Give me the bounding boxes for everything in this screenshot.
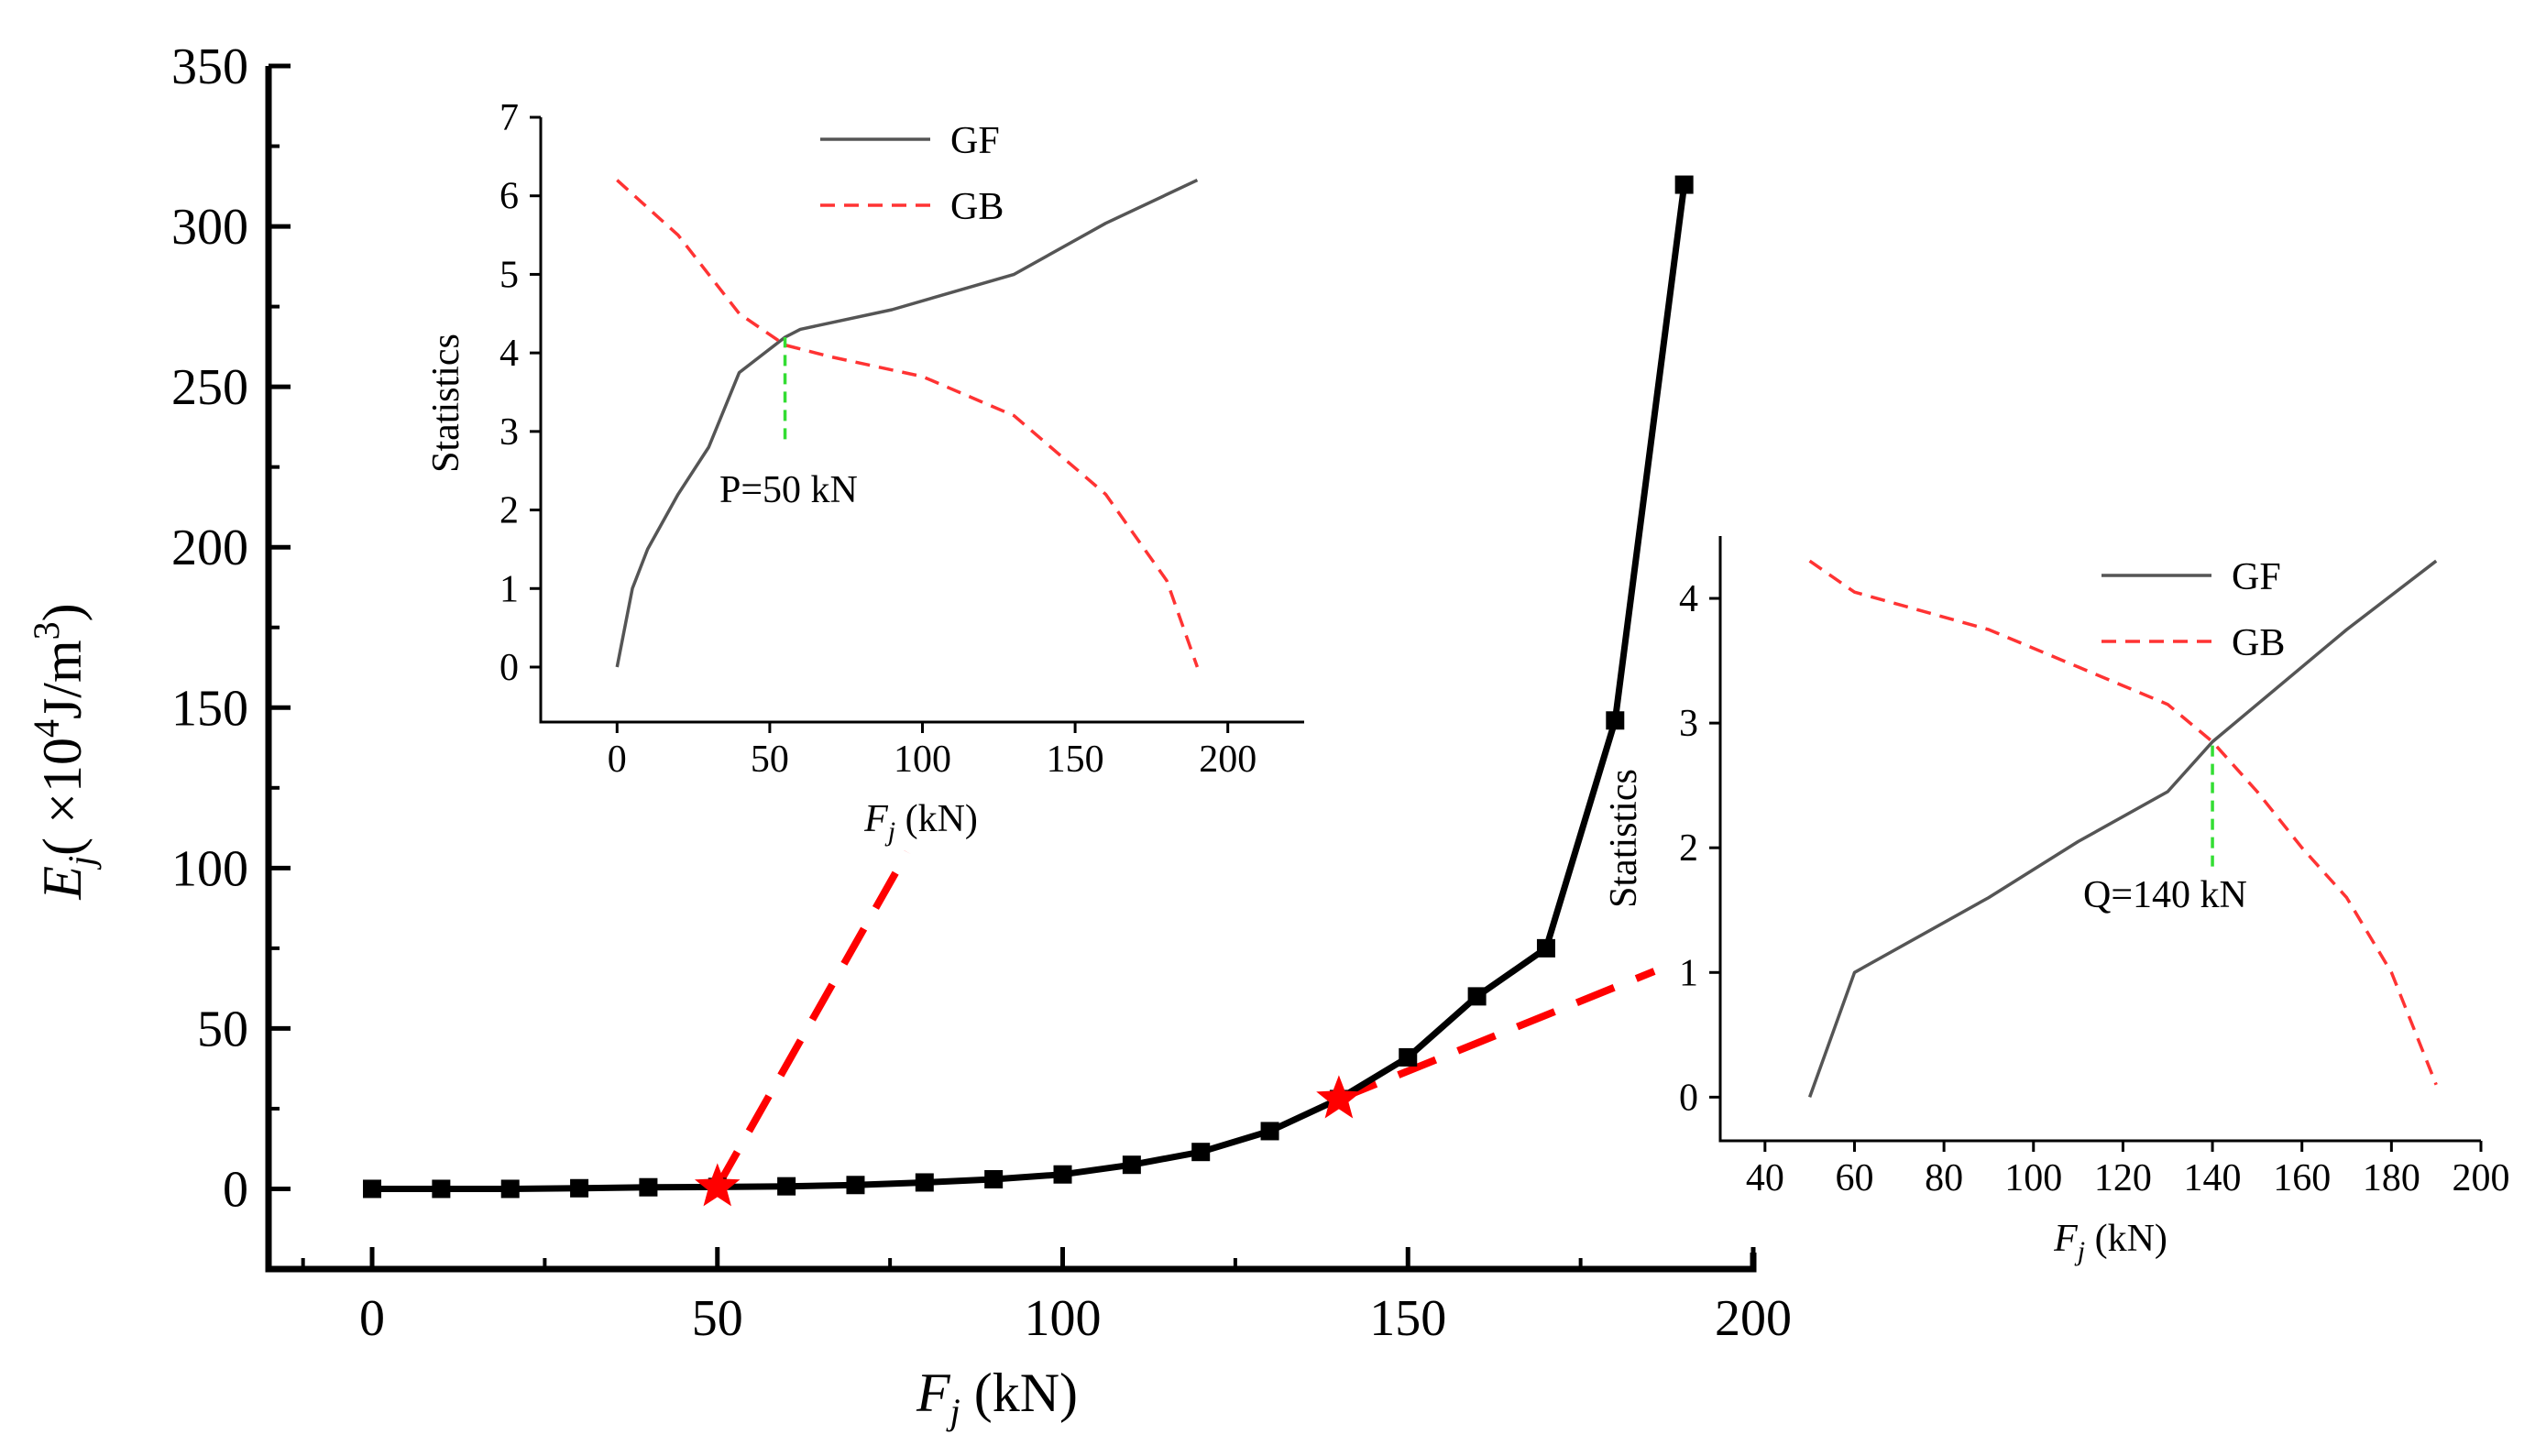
- main-data-point: [1191, 1143, 1211, 1162]
- main-x-tick-label: 200: [1715, 1290, 1792, 1347]
- main-y-tick-label: 250: [171, 359, 248, 416]
- inset-q-x-tick-label: 180: [2363, 1157, 2420, 1199]
- main-axes: [265, 66, 1757, 1273]
- main-x-tick-label: 150: [1369, 1290, 1446, 1347]
- inset-q-y-axis-title: Statistics: [1603, 769, 1645, 908]
- connector-line-p: [714, 850, 911, 1189]
- inset-p-y-tick-label: 7: [499, 97, 519, 139]
- inset-q-axes: [1718, 536, 2481, 1143]
- main-y-tick-label: 350: [171, 38, 248, 95]
- inset-p-series-gb: [616, 179, 1200, 668]
- inset-q-y-tick-label: 0: [1679, 1077, 1698, 1119]
- inset-p-legend-label-gf: GF: [950, 120, 1000, 162]
- main-data-point: [1399, 1047, 1418, 1067]
- main-data-point: [1053, 1165, 1072, 1184]
- main-y-tick-label: 0: [223, 1161, 248, 1218]
- main-y-tick-label: 100: [171, 840, 248, 897]
- main-data-point: [1260, 1122, 1279, 1141]
- inset-p-y-tick-label: 5: [499, 254, 519, 296]
- inset-p-x-tick-label: 100: [894, 739, 951, 781]
- main-y-tick-label: 200: [171, 520, 248, 576]
- inset-q-x-tick-label: 200: [2453, 1157, 2510, 1199]
- star-marker-q: [1316, 1075, 1362, 1119]
- inset-p-y-tick-label: 0: [499, 647, 519, 689]
- main-data-point: [363, 1179, 382, 1199]
- inset-p-inset: 0 50 100 150 200 0 1 2 3 4 5 6 7 Fj (kN) Statistics P=5…: [425, 97, 1304, 847]
- inset-q-y-tick-label: 1: [1679, 952, 1698, 994]
- inset-q-inset: 40 60 80 100 120 140 160 180 200 0 1 2 3 4 Fj (kN) Stat…: [1603, 536, 2510, 1266]
- inset-p-x-tick-label: 150: [1047, 739, 1104, 781]
- inset-q-y-tick-label: 2: [1679, 827, 1698, 870]
- inset-q-x-tick-label: 80: [1925, 1157, 1963, 1199]
- main-data-point: [846, 1176, 865, 1195]
- inset-p-annotation: P=50 kN: [719, 469, 858, 511]
- main-data-point: [1606, 711, 1625, 730]
- main-data-point: [984, 1169, 1004, 1188]
- inset-q-x-axis-title: Fj (kN): [2053, 1218, 2167, 1266]
- main-series-line: [372, 184, 1688, 1192]
- inset-p-y-tick-label: 3: [499, 411, 519, 454]
- inset-q-x-tick-label: 100: [2004, 1157, 2062, 1199]
- inset-q-x-tick-label: 60: [1835, 1157, 1873, 1199]
- connector-line-q: [1337, 968, 1656, 1103]
- main-y-axis-title: Ej( ×104J/m3): [26, 603, 102, 900]
- inset-q-x-tick-label: 40: [1746, 1157, 1784, 1199]
- main-data-point: [777, 1177, 796, 1196]
- inset-p-x-tick-label: 50: [751, 739, 789, 781]
- main-data-point: [432, 1179, 451, 1199]
- main-data-point: [1467, 987, 1487, 1006]
- inset-q-x-tick-label: 120: [2094, 1157, 2152, 1199]
- star-marker-p: [695, 1163, 741, 1207]
- main-data-point: [915, 1173, 934, 1192]
- inset-p-x-tick-label: 0: [608, 739, 627, 781]
- main-y-tick-label: 300: [171, 199, 248, 256]
- main-data-point: [639, 1177, 658, 1197]
- main-y-tick-label: 50: [197, 1001, 248, 1057]
- inset-p-y-tick-label: 2: [499, 490, 519, 532]
- main-data-point: [500, 1179, 520, 1199]
- main-data-point: [570, 1178, 589, 1198]
- main-data-point: [1536, 938, 1555, 958]
- main-y-tick-label: 150: [171, 680, 248, 737]
- inset-p-y-tick-label: 1: [499, 568, 519, 610]
- inset-q-x-tick-label: 140: [2184, 1157, 2242, 1199]
- inset-q-x-tick-label: 160: [2273, 1157, 2331, 1199]
- main-x-tick-label: 0: [359, 1290, 385, 1347]
- inset-p-legend-label-gb: GB: [950, 186, 1004, 228]
- inset-q-series-gb: [1808, 559, 2438, 1086]
- inset-q-legend-label-gb: GB: [2232, 622, 2285, 664]
- inset-p-x-tick-label: 200: [1199, 739, 1257, 781]
- inset-p-axes: [539, 117, 1304, 724]
- inset-p-x-axis-title: Fj (kN): [863, 798, 978, 847]
- main-x-axis-title: Fj (kN): [916, 1363, 1078, 1432]
- inset-p-y-tick-label: 6: [499, 176, 519, 218]
- main-data-point: [1122, 1155, 1141, 1175]
- inset-p-y-axis-title: Statistics: [425, 334, 467, 473]
- inset-p-y-tick-label: 4: [499, 333, 519, 375]
- inset-p-series-gf: [615, 179, 1199, 668]
- inset-q-y-tick-label: 3: [1679, 703, 1698, 745]
- inset-q-legend-label-gf: GF: [2232, 556, 2281, 598]
- main-x-tick-label: 100: [1025, 1290, 1102, 1347]
- main-data-point: [1674, 175, 1694, 194]
- main-x-tick-label: 50: [692, 1290, 743, 1347]
- inset-q-series-gf: [1807, 559, 2438, 1098]
- inset-q-annotation: Q=140 kN: [2083, 874, 2247, 916]
- inset-q-y-tick-label: 4: [1679, 578, 1698, 620]
